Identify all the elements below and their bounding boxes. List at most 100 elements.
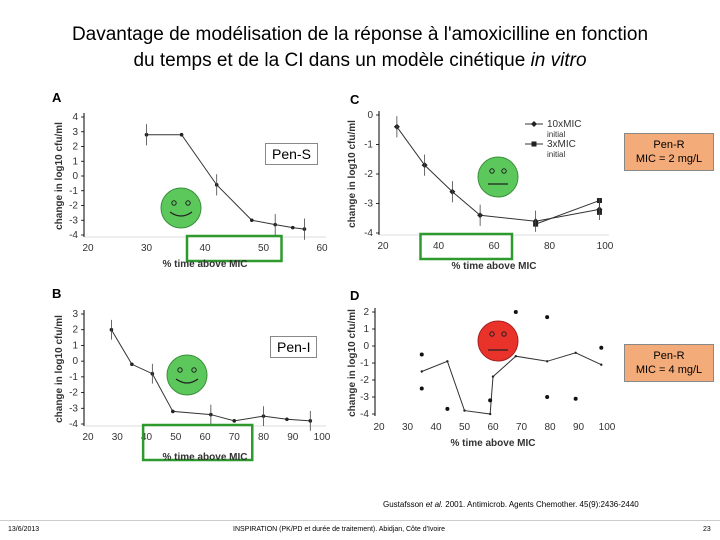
- series-line: [535, 199, 600, 225]
- x-tick-label: 80: [544, 241, 556, 252]
- x-tick-label: 20: [82, 243, 94, 254]
- footer-divider: [0, 520, 720, 521]
- y-tick-label: 3: [72, 127, 78, 138]
- scatter-point: [419, 386, 424, 391]
- x-tick-label: 40: [141, 432, 153, 443]
- pen-s-label: Pen-S: [265, 143, 318, 165]
- x-tick-label: 60: [487, 422, 499, 433]
- y-tick-label: -4: [364, 228, 373, 239]
- data-point: [285, 417, 289, 422]
- legend-entry: 3xMIC: [547, 139, 576, 150]
- y-tick-label: -3: [360, 392, 369, 403]
- data-point: [574, 351, 577, 354]
- footer-date: 13/6/2013: [8, 526, 40, 533]
- data-point: [491, 375, 495, 378]
- chart-a: 4 3 2 1 0 -1 -2 -3 -4 20 30 40 50 60 % time above MIC c…: [54, 112, 328, 270]
- x-tick-label: 30: [402, 422, 414, 433]
- x-tick-label: 40: [433, 241, 445, 252]
- y-tick-label: 2: [363, 307, 369, 318]
- legend-marker: [531, 121, 537, 127]
- scatter-point: [545, 395, 550, 399]
- y-tick-label: -1: [69, 372, 78, 383]
- y-tick-label: -2: [69, 201, 78, 212]
- pen-r-c-label: Pen-R MIC = 2 mg/L: [624, 133, 714, 171]
- pen-r-d-line-2: MIC = 4 mg/L: [635, 364, 703, 376]
- y-tick-label: -1: [69, 186, 78, 197]
- y-axis-label: change in log10 cfu/ml: [347, 309, 358, 417]
- data-point: [232, 419, 237, 423]
- y-tick-label: -2: [360, 375, 369, 386]
- citation-suffix: 2001. Antimicrob. Agents Chemother. 45(9…: [443, 500, 639, 509]
- y-tick-label: -4: [69, 419, 78, 430]
- data-point: [130, 362, 134, 367]
- y-tick-label: -2: [69, 388, 78, 399]
- footer-center: INSPIRATION (PK/PD et durée de traitemen…: [233, 526, 446, 533]
- x-axis-label: % time above MIC: [162, 259, 247, 270]
- chart-b: 3 2 1 0 -1 -2 -3 -4 20 30 40 50 60 70 80 90 100 % time ab…: [54, 309, 331, 463]
- x-tick-label: 30: [141, 243, 153, 254]
- x-tick-label: 40: [199, 243, 211, 254]
- y-tick-label: 4: [72, 112, 78, 123]
- pen-r-d-label: Pen-R MIC = 4 mg/L: [624, 344, 714, 382]
- scatter-point: [445, 406, 450, 411]
- data-point: [514, 355, 517, 358]
- x-tick-label: 20: [82, 432, 94, 443]
- panel-letter-c: C: [350, 92, 360, 107]
- scatter-point: [513, 310, 518, 314]
- x-tick-label: 100: [314, 432, 331, 443]
- legend-entry: initial: [547, 150, 565, 159]
- x-tick-label: 50: [459, 422, 471, 433]
- pen-r-d-line-1: Pen-R: [653, 350, 685, 362]
- title-line-2-italic: in vitro: [530, 50, 587, 71]
- data-point: [250, 218, 254, 223]
- panel-letter-d: D: [350, 288, 360, 303]
- y-tick-label: -4: [69, 230, 78, 241]
- y-tick-label: -1: [360, 358, 369, 369]
- x-tick-label: 20: [373, 422, 385, 433]
- highlight-box: [419, 232, 514, 261]
- data-point: [171, 409, 175, 414]
- scatter-point: [599, 345, 604, 350]
- x-tick-label: 70: [229, 432, 241, 443]
- citation-italic: et al.: [425, 500, 444, 509]
- data-point: [446, 360, 449, 363]
- y-tick-label: 2: [72, 142, 78, 153]
- panel-letter-b: B: [52, 286, 62, 301]
- highlight-box: [141, 423, 254, 462]
- x-tick-label: 90: [573, 422, 585, 433]
- y-tick-label: -3: [69, 403, 78, 414]
- x-tick-label: 20: [377, 241, 389, 252]
- x-tick-label: 80: [544, 422, 556, 433]
- y-axis-label: change in log10 cfu/ml: [347, 120, 358, 228]
- x-tick-label: 60: [316, 243, 328, 254]
- x-tick-label: 40: [430, 422, 442, 433]
- y-tick-label: 1: [363, 324, 369, 335]
- y-tick-label: 1: [72, 340, 78, 351]
- panel-letter-a: A: [52, 90, 62, 105]
- x-tick-label: 50: [258, 243, 270, 254]
- y-tick-label: -3: [364, 199, 373, 210]
- scatter-point: [545, 315, 550, 320]
- data-point: [545, 360, 549, 363]
- y-tick-label: 0: [72, 171, 78, 182]
- y-tick-label: -2: [364, 169, 373, 180]
- scatter-point: [573, 396, 578, 401]
- y-tick-label: 3: [72, 309, 78, 320]
- x-tick-label: 60: [488, 241, 500, 252]
- title-line-2: du temps et de la CI dans un modèle ciné…: [0, 48, 720, 74]
- data-point: [290, 225, 295, 230]
- x-tick-label: 30: [112, 432, 124, 443]
- smiley-happy-a-icon: [160, 187, 202, 229]
- y-tick-label: 0: [367, 110, 373, 121]
- title-line-2-text: du temps et de la CI dans un modèle ciné…: [133, 50, 531, 71]
- data-point: [179, 132, 184, 137]
- title-line-1: Davantage de modélisation de la réponse …: [71, 24, 649, 45]
- y-tick-label: -1: [364, 140, 373, 151]
- legend-entry: 10xMIC: [547, 119, 581, 130]
- x-tick-label: 80: [258, 432, 270, 443]
- highlight-box: [185, 234, 283, 263]
- y-tick-label: -3: [69, 215, 78, 226]
- pen-r-c-line-2: MIC = 2 mg/L: [635, 153, 703, 165]
- x-tick-label: 70: [516, 422, 528, 433]
- x-tick-label: 90: [287, 432, 299, 443]
